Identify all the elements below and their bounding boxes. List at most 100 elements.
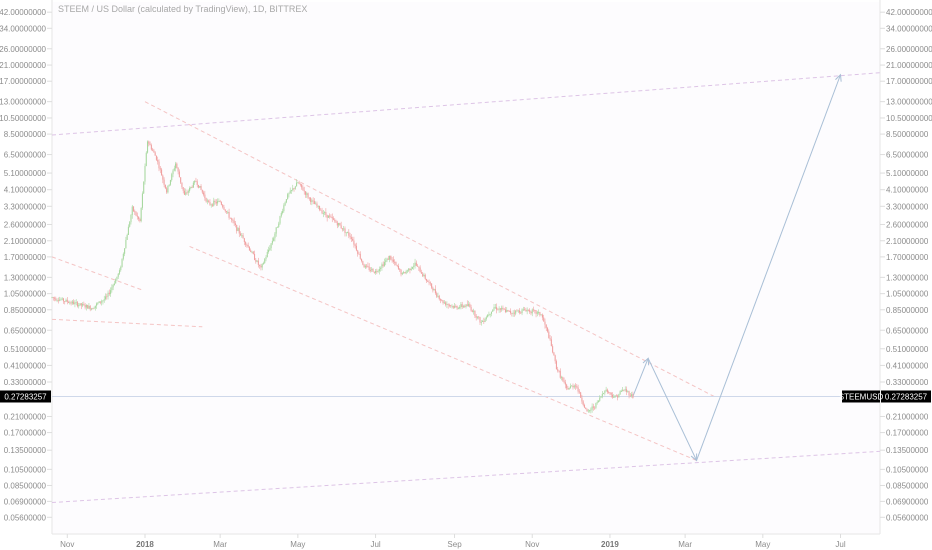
candle-body — [89, 305, 91, 310]
candle-body — [507, 309, 509, 311]
candle-body — [145, 152, 147, 166]
price-tick-left: 0.06900000 — [4, 497, 47, 506]
candle-body — [129, 222, 131, 227]
candle — [603, 392, 605, 395]
candle-body — [437, 295, 439, 297]
candle-body — [93, 308, 95, 309]
projection-segment[interactable] — [632, 358, 649, 397]
price-tick-right: 1.05000000 — [886, 290, 929, 299]
trend-line[interactable] — [51, 450, 881, 503]
plot-area[interactable] — [52, 2, 880, 534]
candle — [623, 389, 625, 392]
price-tick-left: 0.05600000 — [4, 513, 47, 522]
candle — [231, 217, 233, 223]
candle — [367, 262, 369, 268]
candle-body — [451, 305, 453, 307]
candle — [422, 271, 424, 278]
candle-body — [549, 338, 551, 340]
candle-body — [163, 179, 165, 185]
candle-body — [417, 265, 419, 267]
candle — [496, 303, 498, 314]
candle — [112, 283, 114, 291]
candle-body — [466, 304, 468, 306]
candle-body — [580, 392, 582, 398]
candle — [431, 283, 433, 290]
projection-segment[interactable] — [696, 74, 841, 461]
candle — [208, 199, 210, 203]
candle — [531, 308, 533, 317]
candle — [327, 215, 329, 218]
candle — [427, 279, 429, 283]
candle-body — [283, 205, 285, 212]
candle — [595, 402, 597, 410]
candle — [428, 279, 430, 286]
candle-body — [85, 305, 87, 308]
candle — [260, 263, 262, 271]
candle-body — [484, 318, 486, 322]
candle-body — [111, 287, 113, 291]
candle-body — [520, 312, 522, 314]
candle-body — [576, 386, 578, 388]
candle — [228, 208, 230, 220]
candle — [205, 197, 207, 203]
candle — [392, 256, 394, 264]
candle — [210, 203, 212, 208]
candle — [478, 315, 480, 320]
candle-body — [144, 165, 146, 182]
candle-body — [352, 238, 354, 241]
candle — [124, 248, 126, 257]
candle — [82, 302, 84, 308]
candle-body — [282, 211, 284, 213]
trend-line[interactable] — [51, 72, 881, 136]
trend-line[interactable] — [144, 101, 716, 398]
candle-body — [148, 141, 150, 144]
candle — [609, 392, 611, 396]
candle-body — [582, 401, 584, 406]
candle — [139, 217, 141, 223]
trend-line[interactable] — [51, 256, 143, 291]
candle-body — [496, 307, 498, 310]
candle-body — [516, 310, 518, 312]
candle — [245, 241, 247, 247]
candle — [310, 196, 312, 205]
candle — [80, 302, 82, 310]
candle-body — [498, 308, 500, 310]
price-tick-right: 26.00000000 — [886, 45, 932, 54]
candle-body — [261, 263, 263, 268]
candle — [628, 390, 630, 399]
candle — [162, 174, 164, 184]
projection-segment[interactable] — [647, 358, 698, 461]
candle — [622, 387, 624, 392]
price-tick-right: 0.65000000 — [886, 326, 929, 335]
candle-body — [606, 389, 608, 393]
candle — [150, 143, 152, 151]
candle-body — [629, 395, 631, 397]
candle — [268, 246, 270, 254]
candle — [73, 299, 75, 305]
symbol-label: STEEMUSD — [839, 392, 884, 401]
candle — [276, 226, 279, 228]
candle — [562, 376, 564, 382]
candle-body — [132, 206, 135, 212]
candle-body — [614, 395, 616, 398]
candle — [236, 224, 238, 234]
price-tick-right: 0.27283257 — [885, 392, 928, 401]
price-tick-left: 0.13500000 — [4, 446, 47, 455]
candle-body — [450, 305, 452, 307]
candle-body — [622, 389, 624, 392]
candle-body — [117, 273, 119, 277]
candle — [578, 389, 580, 394]
candle-body — [362, 261, 364, 265]
candle-body — [125, 239, 127, 249]
trend-line[interactable] — [189, 245, 697, 461]
price-tick-right: 0.08500000 — [886, 481, 929, 490]
candle-body — [158, 161, 160, 169]
candle-body — [415, 262, 417, 266]
candle — [418, 266, 420, 271]
candle — [308, 197, 310, 201]
candle — [380, 266, 382, 272]
candle — [262, 261, 265, 265]
candle-body — [236, 225, 238, 231]
candle-body — [130, 214, 132, 223]
candle-body — [279, 216, 281, 224]
